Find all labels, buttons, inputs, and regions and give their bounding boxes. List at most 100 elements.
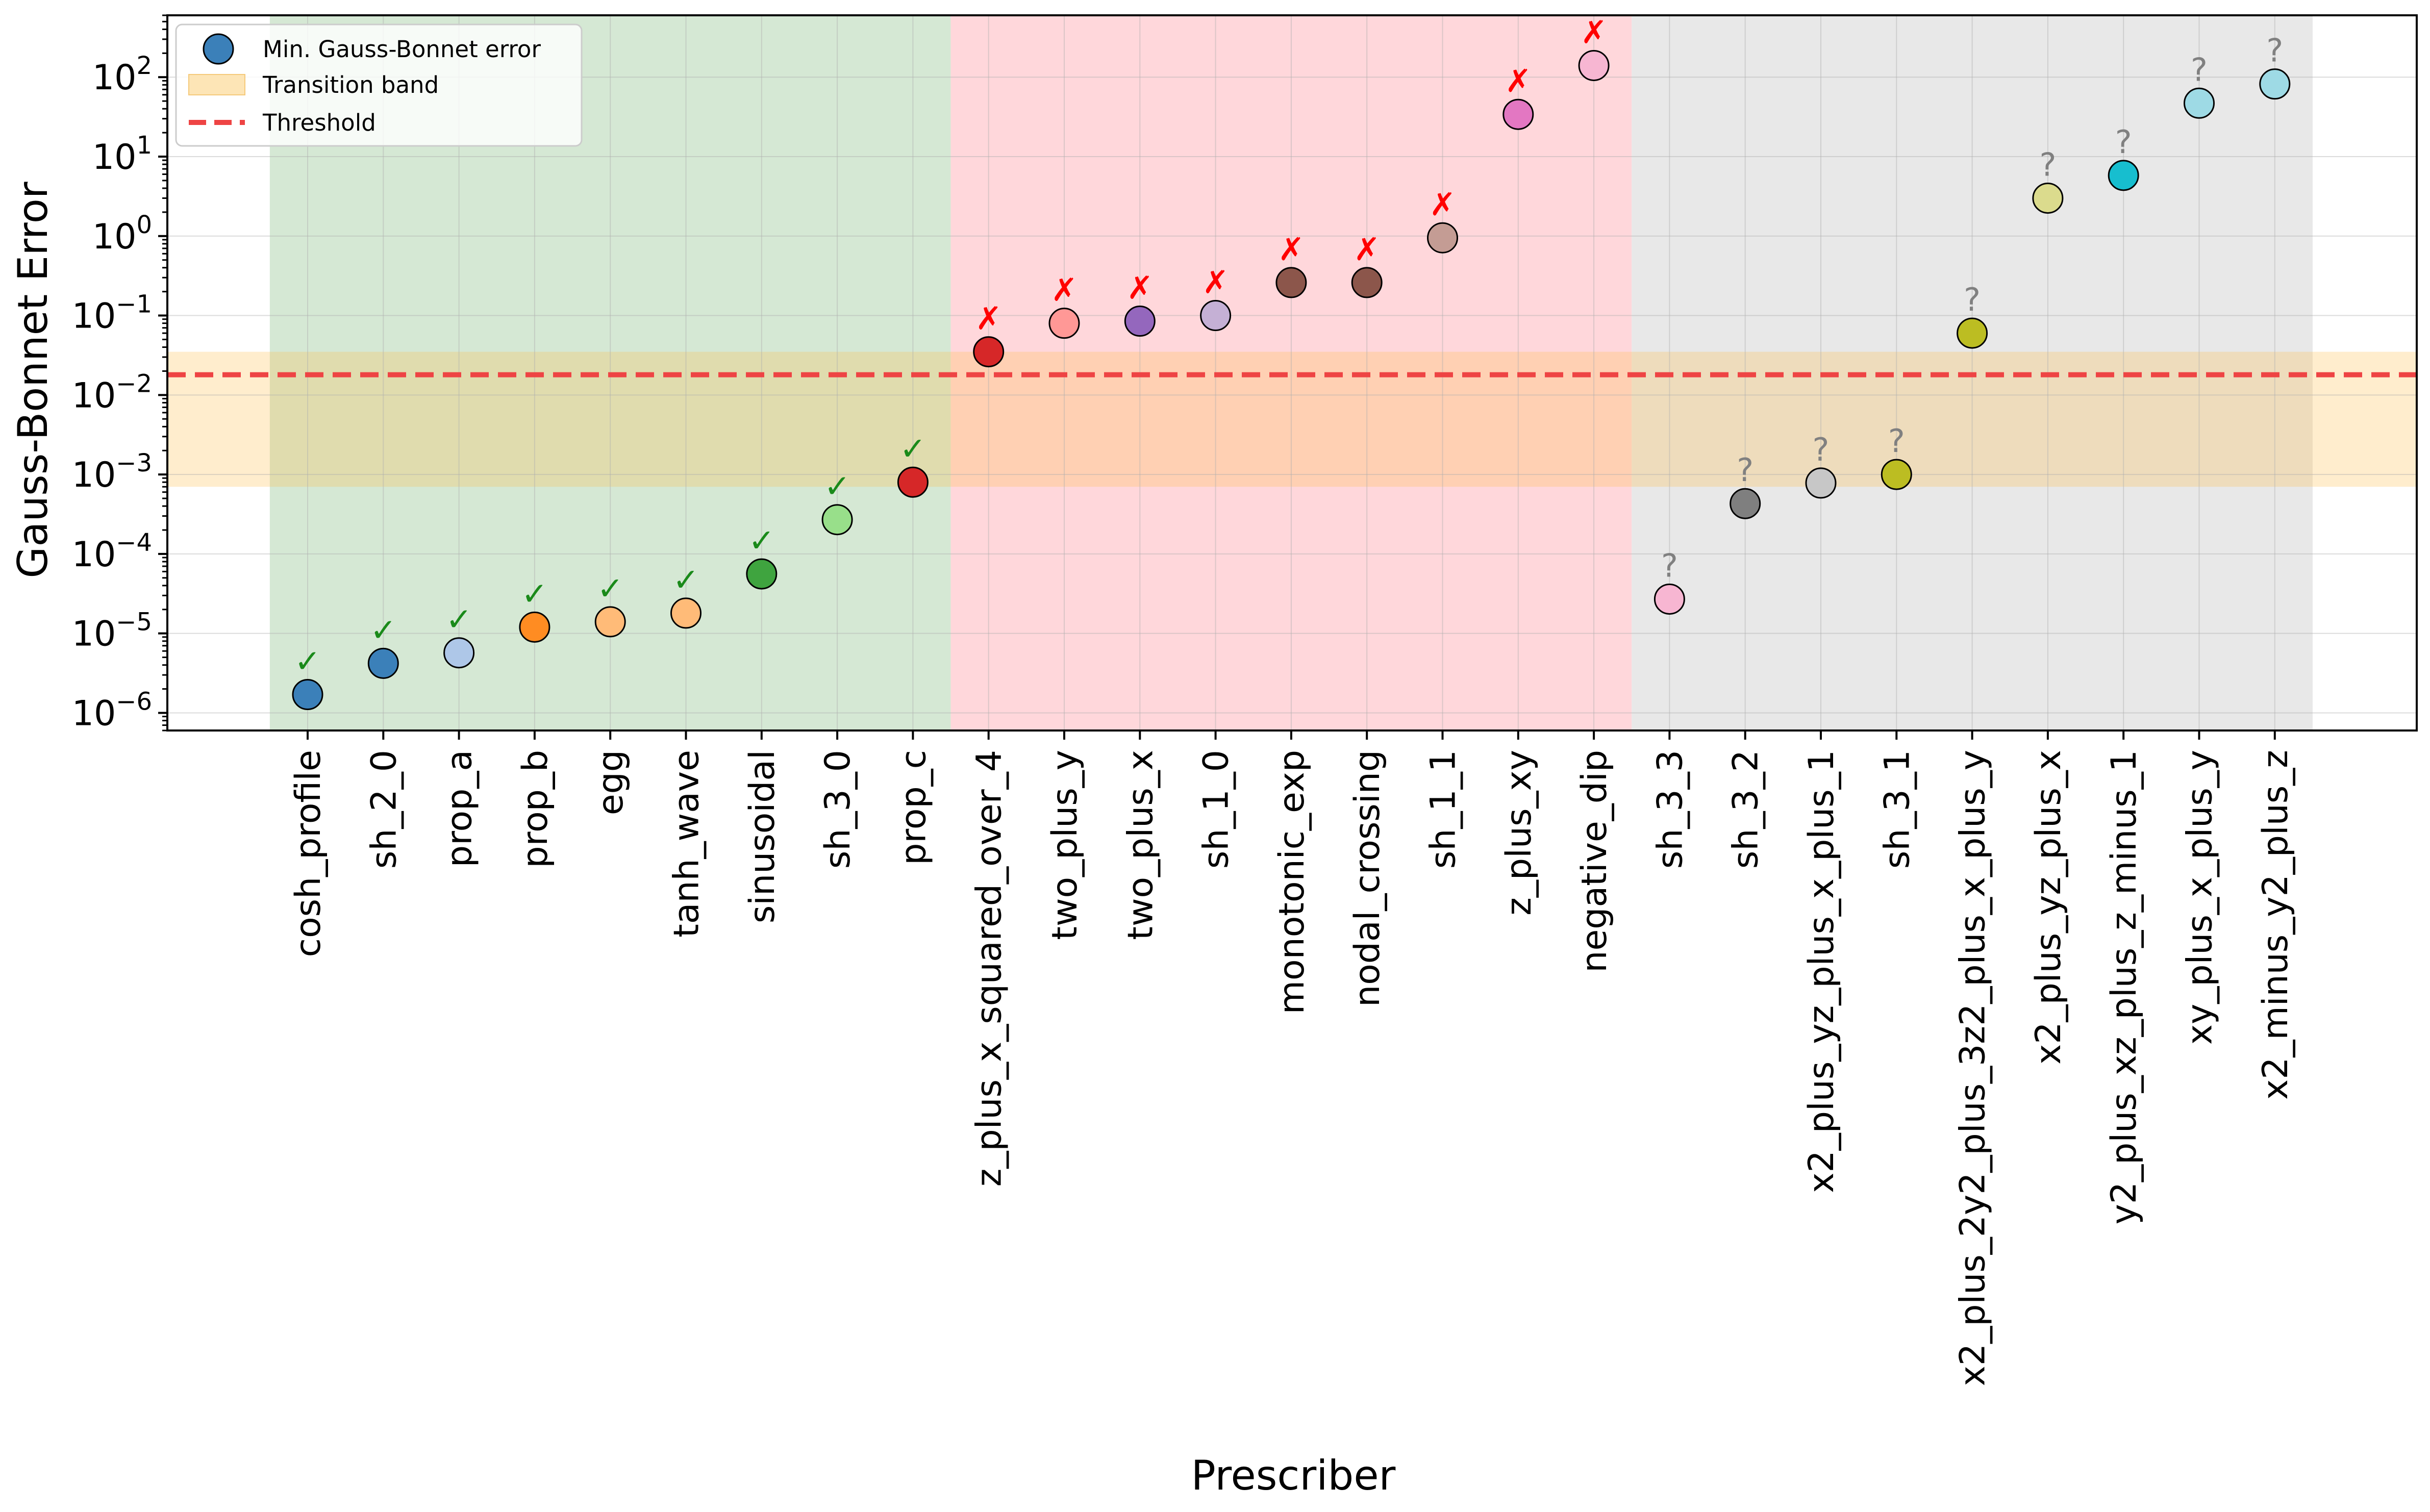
status-marker-unknown: ? [2266, 32, 2283, 69]
y-axis-ticks: 10−6 10−5 10−4 10−3 10−2 10−1 100 101 102 [72, 14, 167, 734]
x-tick-label: egg [591, 750, 631, 815]
y-tick-label: 10−4 [72, 528, 152, 575]
status-marker-fail: ✗ [1051, 271, 1078, 309]
x-tick-label: sh_1_1 [1423, 750, 1464, 869]
x-tick-label: prop_c [893, 750, 934, 865]
legend-box [175, 23, 583, 147]
legend-entry-min-error: Min. Gauss-Bonnet error [263, 36, 541, 63]
status-marker-unknown: ? [1737, 451, 1753, 489]
status-marker-fail: ✗ [1126, 269, 1153, 307]
y-tick-label: 10−1 [72, 290, 152, 337]
data-point-x2_plus_yz_plus_x_plus_1 [1805, 467, 1837, 499]
status-marker-fail: ✗ [975, 300, 1002, 337]
x-tick-label: y2_plus_xz_plus_z_minus_1 [2104, 750, 2144, 1224]
status-marker-pass: ✓ [446, 601, 472, 638]
transition-band-fill [167, 351, 2417, 487]
status-marker-pass: ✓ [748, 522, 775, 559]
y-tick-label: 101 [92, 131, 152, 178]
status-marker-unknown: ? [2039, 146, 2056, 183]
data-point-x2_minus_y2_plus_z [2259, 68, 2291, 100]
transition-band [167, 351, 2417, 487]
status-marker-fail: ✗ [1505, 62, 1532, 99]
x-tick-label: sh_3_1 [1877, 750, 1917, 869]
data-point-monotonic_exp [1275, 267, 1307, 298]
status-marker-pass: ✓ [673, 561, 699, 598]
legend-entry-threshold: Threshold [262, 109, 376, 136]
y-tick-label: 10−2 [72, 369, 152, 416]
status-marker-unknown: ? [1813, 431, 1830, 468]
x-tick-label: xy_plus_x_plus_y [2180, 750, 2220, 1045]
data-point-sh_2_0 [367, 647, 399, 679]
status-marker-unknown: ? [2115, 123, 2132, 161]
status-marker-unknown: ? [1661, 547, 1678, 584]
data-point-two_plus_y [1048, 308, 1080, 339]
status-marker-fail: ✗ [1581, 13, 1607, 51]
x-tick-label: negative_dip [1574, 750, 1615, 973]
legend-marker-swatch [203, 33, 234, 65]
data-point-tanh_wave [670, 597, 702, 629]
x-tick-label: z_plus_x_squared_over_4 [969, 750, 1010, 1187]
x-tick-label: x2_plus_yz_plus_x_plus_1 [1801, 750, 1842, 1193]
x-axis-label: Prescriber [1191, 1452, 1396, 1499]
x-tick-label: z_plus_xy [1499, 750, 1539, 916]
status-marker-pass: ✓ [597, 570, 623, 607]
data-point-x2_plus_2y2_plus_3z2_plus_x_plus_y [1957, 317, 1988, 349]
data-point-prop_a [443, 637, 475, 669]
x-tick-label: sh_1_0 [1196, 750, 1237, 869]
y-axis-label: Gauss-Bonnet Error [9, 182, 57, 578]
status-marker-pass: ✓ [370, 611, 396, 648]
status-marker-fail: ✗ [1278, 231, 1305, 268]
status-marker-pass: ✓ [824, 468, 850, 505]
x-tick-label: two_plus_y [1045, 750, 1085, 940]
status-marker-fail: ✗ [1354, 231, 1380, 268]
x-tick-label: tanh_wave [667, 750, 707, 938]
x-tick-label: cosh_profile [288, 750, 329, 957]
data-point-sh_3_3 [1654, 583, 1685, 615]
x-tick-label: prop_a [440, 750, 480, 867]
status-marker-pass: ✓ [899, 430, 926, 467]
data-point-z_plus_x_squared_over_4 [973, 336, 1005, 368]
y-tick-label: 102 [92, 52, 152, 98]
data-point-prop_b [519, 611, 550, 643]
y-tick-label: 10−5 [72, 608, 152, 654]
data-point-xy_plus_x_plus_y [2184, 87, 2215, 119]
status-marker-pass: ✓ [294, 643, 321, 680]
data-point-z_plus_xy [1502, 98, 1534, 130]
status-markers: ✓ ✓ ✓ ✓ ✓ ✓ ✓ ✓ ✓ ✗ ✗ ✗ ✗ ✗ ✗ ✗ ✗ ✗????????? [294, 13, 2283, 679]
x-tick-label: sh_3_2 [1726, 750, 1766, 869]
status-marker-unknown: ? [2191, 51, 2208, 88]
x-tick-label: sinusoidal [742, 750, 783, 923]
x-tick-label: sh_3_3 [1650, 750, 1690, 869]
data-points [292, 49, 2291, 711]
x-tick-label: two_plus_x [1120, 750, 1161, 940]
x-tick-label: nodal_crossing [1347, 750, 1388, 1007]
x-tick-label: prop_b [515, 750, 556, 868]
data-point-two_plus_x [1124, 306, 1156, 337]
legend: Min. Gauss-Bonnet error Transition band … [175, 23, 583, 147]
status-marker-fail: ✗ [1203, 264, 1229, 301]
data-point-sh_3_0 [821, 504, 853, 536]
x-tick-label: monotonic_exp [1272, 750, 1312, 1014]
data-point-sh_3_2 [1730, 488, 1761, 519]
data-point-negative_dip [1578, 49, 1610, 81]
data-point-sh_1_1 [1427, 222, 1458, 254]
x-tick-label: x2_plus_2y2_plus_3z2_plus_x_plus_y [1953, 750, 1993, 1386]
x-tick-label: sh_3_0 [818, 750, 858, 869]
data-point-sinusoidal [746, 558, 778, 590]
legend-band-swatch [188, 74, 245, 95]
data-point-sh_3_1 [1881, 459, 1912, 490]
data-point-y2_plus_xz_plus_z_minus_1 [2108, 160, 2139, 191]
data-point-nodal_crossing [1351, 267, 1383, 298]
y-tick-label: 100 [92, 211, 152, 257]
x-tick-label: x2_plus_yz_plus_x [2028, 750, 2069, 1065]
y-tick-label: 10−6 [72, 687, 152, 734]
status-marker-pass: ✓ [521, 575, 548, 612]
data-point-x2_plus_yz_plus_x [2032, 182, 2064, 214]
x-tick-label: x2_minus_y2_plus_z [2256, 750, 2296, 1100]
y-tick-label: 10−3 [72, 449, 152, 495]
data-point-cosh_profile [292, 679, 323, 711]
status-marker-fail: ✗ [1430, 186, 1456, 223]
data-point-sh_1_0 [1200, 300, 1232, 332]
x-axis-ticks: cosh_profile sh_2_0 prop_a prop_b egg tanh_wa… [288, 730, 2296, 1386]
